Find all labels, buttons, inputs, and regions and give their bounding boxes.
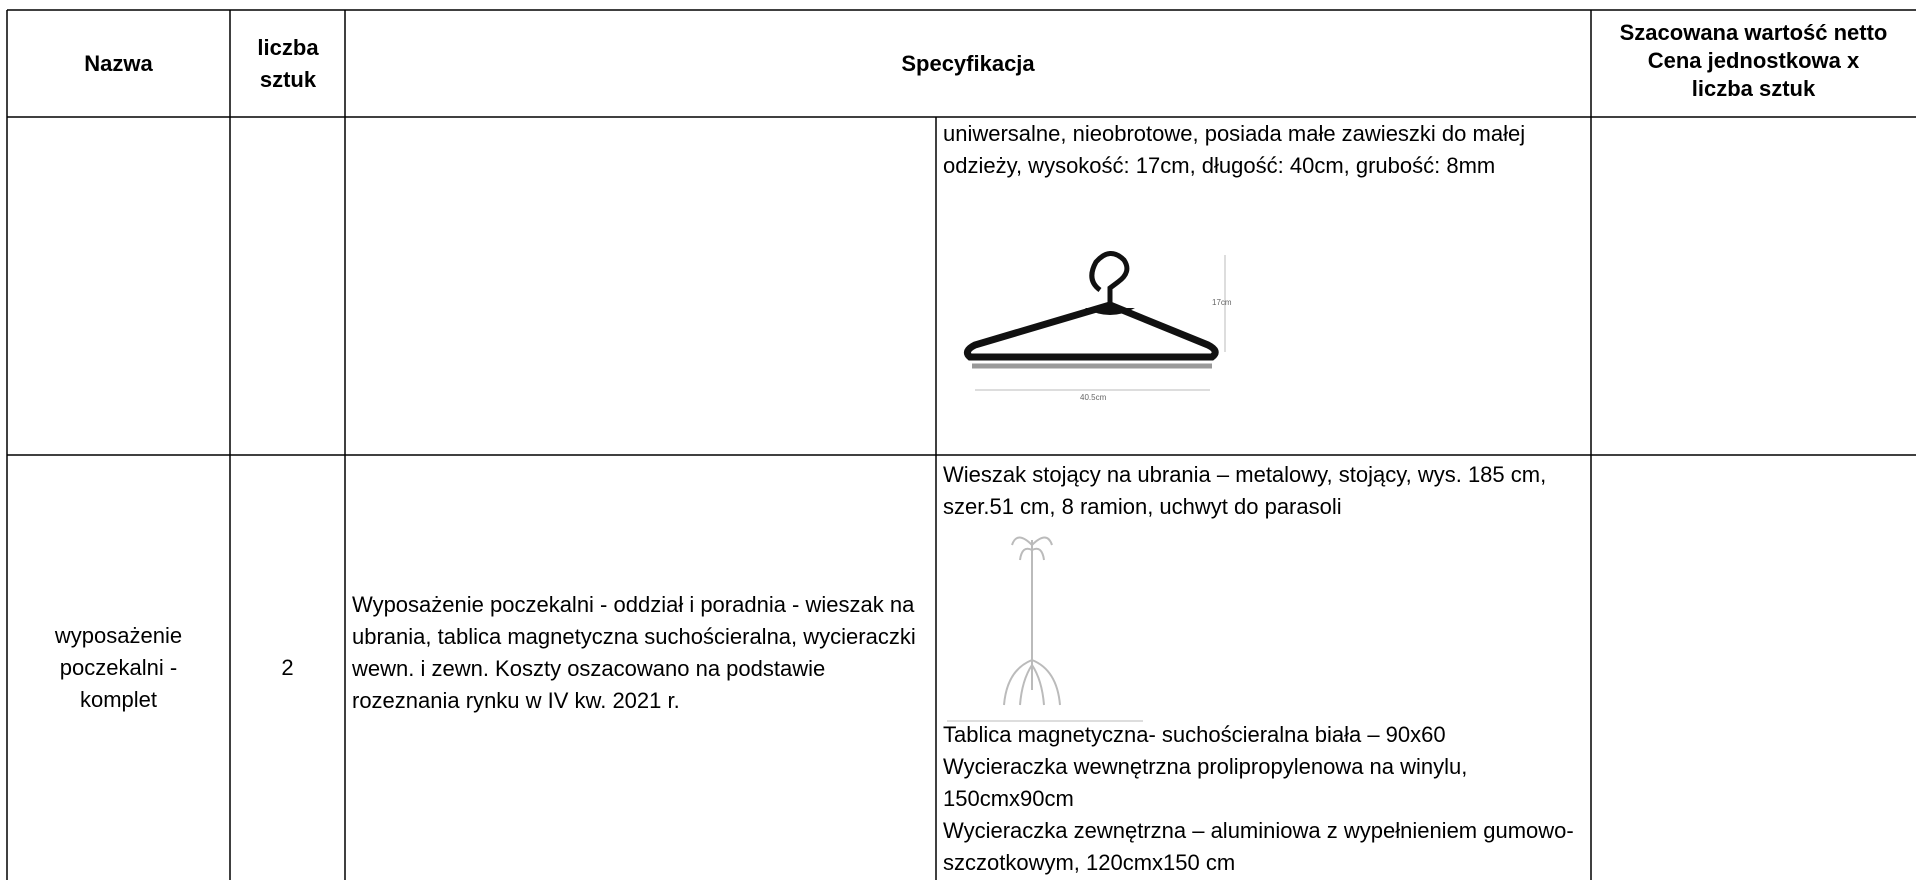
specification-line: Wycieraczka zewnętrzna – aluminiowa z wy…	[943, 818, 1574, 875]
header-cell: Nazwa	[84, 50, 153, 76]
quantity: 2	[281, 654, 294, 680]
header-line: liczba sztuk	[1691, 75, 1816, 101]
specification: uniwersalne, nieobrotowe, posiada małe z…	[943, 121, 1526, 178]
header-line: Szacowana wartość netto	[1619, 19, 1888, 45]
header-cell: Szacowana wartość netto Cena jednostkowa…	[1591, 4, 1916, 117]
header-cell: Specyfikacja	[901, 50, 1035, 76]
image-label: 17cm	[1212, 298, 1232, 307]
specification-line: Tablica magnetyczna- suchościeralna biał…	[943, 722, 1446, 747]
coat-stand-image	[947, 536, 1143, 722]
header-cell: liczba sztuk	[257, 34, 319, 92]
header-line: Cena jednostkowa x	[1647, 47, 1860, 73]
description: Wyposażenie poczekalni - oddział i porad…	[352, 592, 916, 713]
specification: Wieszak stojący na ubrania – metalowy, s…	[943, 462, 1547, 519]
hanger-image: 17cm 40.5cm	[963, 251, 1232, 402]
specification-line: Wycieraczka wewnętrzna prolipropylenowa …	[943, 754, 1468, 811]
image-label: 40.5cm	[1080, 393, 1107, 402]
item-name: wyposażenie poczekalni - komplet	[54, 622, 183, 712]
specification-list: Tablica magnetyczna- suchościeralna biał…	[943, 719, 1583, 879]
